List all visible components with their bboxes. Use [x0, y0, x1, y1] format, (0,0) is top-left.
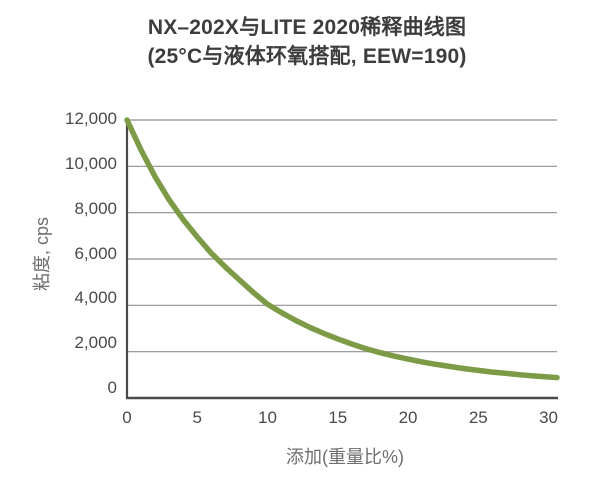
x-tick-label-25: 25 [468, 408, 488, 427]
x-tick-label-15: 15 [328, 408, 348, 427]
y-axis-title: 粘度, cps [32, 216, 52, 292]
chart-title-line2: (25°C与液体环氧搭配, EEW=190) [147, 45, 467, 68]
x-tick-label-30: 30 [539, 408, 559, 427]
chart-title: NX–202X与LITE 2020稀释曲线图 (25°C与液体环氧搭配, EEW… [0, 13, 600, 71]
x-tick-label-10: 10 [258, 408, 277, 427]
y-tick-label-8000: 8,000 [74, 198, 117, 218]
y-tick-label-10000: 10,000 [65, 153, 117, 173]
x-tick-label-5: 5 [192, 408, 202, 427]
dilution-curve [124, 117, 560, 381]
y-tick-label-4000: 4,000 [74, 288, 117, 308]
x-tick-label-20: 20 [398, 408, 418, 427]
y-tick-label-12000: 12,000 [65, 109, 117, 128]
x-axis-title: 添加(重量比%) [286, 447, 404, 467]
chart-title-line1: NX–202X与LITE 2020稀释曲线图 [147, 16, 467, 39]
y-tick-label-6000: 6,000 [74, 243, 117, 263]
y-tick-label-0: 0 [107, 378, 117, 397]
x-tick-label-0: 0 [122, 408, 132, 427]
y-tick-label-2000: 2,000 [74, 333, 117, 353]
